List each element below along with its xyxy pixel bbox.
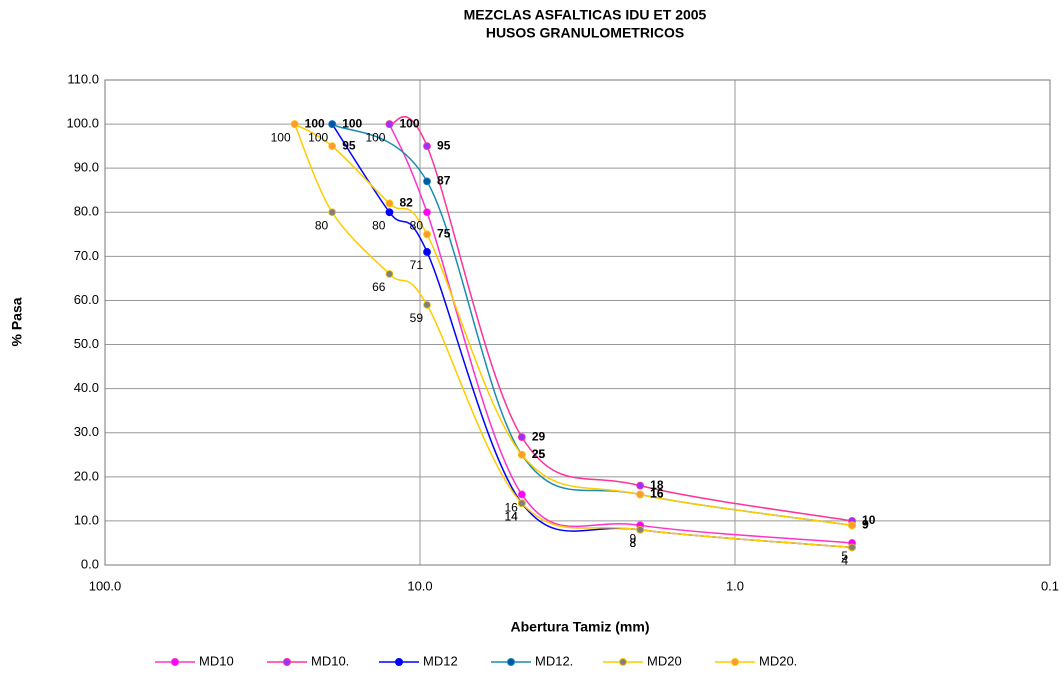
data-label: 100 [342, 116, 362, 130]
legend-label: MD10. [311, 653, 349, 668]
x-tick-label: 100.0 [89, 578, 122, 593]
data-label: 16 [650, 487, 664, 501]
y-tick-label: 30.0 [74, 424, 99, 439]
legend-label: MD12. [535, 653, 573, 668]
data-label: 14 [504, 509, 518, 523]
data-point [328, 120, 337, 128]
data-label: 100 [399, 116, 419, 130]
data-point [385, 120, 394, 128]
data-point [636, 490, 645, 499]
y-tick-label: 100.0 [66, 116, 99, 131]
data-point [328, 208, 337, 217]
data-point [423, 300, 431, 309]
y-tick-label: 110.0 [67, 71, 99, 86]
data-label: 80 [315, 218, 329, 232]
data-label: 25 [532, 447, 546, 461]
data-point [517, 490, 526, 499]
y-tick-label: 50.0 [74, 336, 99, 351]
data-point [517, 499, 526, 508]
data-label: 9 [862, 517, 869, 531]
series-line [331, 123, 853, 549]
chart-title: MEZCLAS ASFALTICAS IDU ET 2005 [464, 7, 707, 23]
data-point [423, 142, 431, 151]
data-point [636, 525, 645, 534]
data-label: 100 [271, 130, 291, 144]
data-label: 95 [342, 138, 356, 152]
x-tick-label: 10.0 [407, 578, 432, 593]
plot-border [104, 79, 1051, 566]
y-axis-label: % Pasa [9, 297, 25, 346]
x-tick-label: 1.0 [726, 578, 744, 593]
legend-label: MD20 [647, 653, 682, 668]
data-label: 95 [437, 138, 451, 152]
data-point [290, 120, 299, 128]
data-point [636, 481, 645, 490]
data-point [423, 248, 431, 256]
data-label: 8 [629, 536, 636, 550]
legend-label: MD10 [199, 653, 234, 668]
data-label: 75 [437, 226, 451, 240]
chart-subtitle: HUSOS GRANULOMETRICOS [486, 25, 684, 41]
y-tick-label: 10.0 [74, 512, 99, 527]
y-tick-label: 0.0 [81, 556, 99, 571]
data-point [517, 450, 526, 459]
data-point [328, 142, 337, 151]
data-label: 25 [532, 447, 546, 461]
series-line [388, 123, 853, 544]
legend-marker [731, 658, 739, 666]
data-label: 59 [410, 311, 424, 325]
data-point [423, 177, 431, 186]
series-line [293, 123, 853, 549]
y-tick-label: 40.0 [74, 380, 99, 395]
legend-label: MD20. [759, 653, 797, 668]
legend-label: MD12 [423, 653, 458, 668]
data-label: 87 [437, 174, 451, 188]
data-label: 71 [410, 258, 424, 272]
series-line [294, 123, 853, 527]
data-label: 10 [862, 513, 876, 527]
data-label: 80 [410, 218, 424, 232]
legend-marker [395, 658, 403, 666]
data-label: 100 [308, 130, 328, 144]
data-label: 82 [399, 196, 413, 210]
data-point [848, 521, 856, 530]
data-label: 9 [629, 531, 636, 545]
data-label: 4 [841, 554, 848, 568]
data-label: 100 [305, 116, 325, 130]
y-tick-label: 90.0 [74, 160, 99, 175]
data-label: 14 [504, 509, 518, 523]
data-point [848, 543, 856, 552]
data-point [423, 208, 431, 217]
data-label: 100 [365, 130, 385, 144]
x-tick-label: 0.1 [1041, 578, 1059, 593]
data-label: 18 [650, 478, 664, 492]
data-point [385, 208, 394, 217]
data-label: 4 [841, 554, 848, 568]
data-label: 16 [504, 501, 518, 515]
y-tick-label: 80.0 [74, 204, 99, 219]
legend-marker [283, 658, 291, 666]
data-point [385, 270, 394, 278]
data-point [517, 433, 526, 442]
x-axis-label: Abertura Tamiz (mm) [511, 619, 650, 635]
y-tick-label: 60.0 [74, 292, 99, 307]
data-label: 9 [862, 517, 869, 531]
legend-marker [171, 658, 179, 666]
data-label: 80 [372, 218, 386, 232]
y-tick-label: 20.0 [74, 468, 99, 483]
data-label: 5 [841, 549, 848, 563]
y-tick-label: 70.0 [74, 248, 99, 263]
data-label: 16 [650, 487, 664, 501]
legend-marker [507, 658, 515, 666]
data-label: 66 [372, 280, 386, 294]
legend-marker [619, 658, 627, 666]
data-point [385, 199, 394, 208]
data-label: 8 [629, 536, 636, 550]
data-label: 29 [532, 429, 546, 443]
data-point [423, 230, 431, 239]
